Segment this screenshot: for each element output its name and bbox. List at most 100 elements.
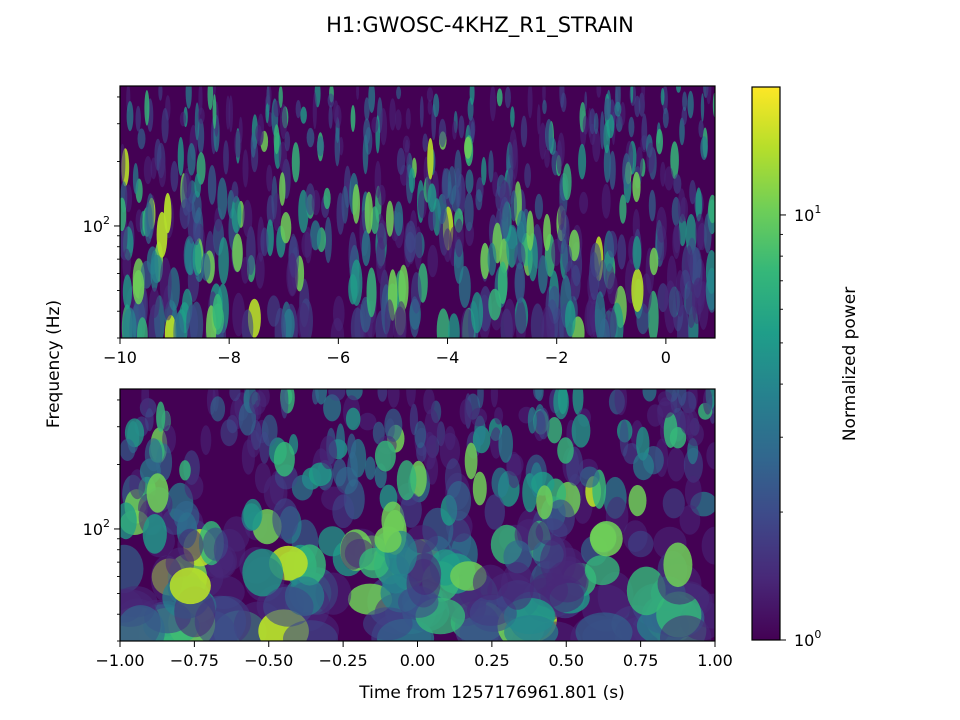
heatmap-tile (374, 526, 402, 553)
heatmap-tile (427, 183, 437, 213)
heatmap-tile (220, 419, 238, 447)
heatmap-tile (488, 150, 494, 183)
heatmap-tile (656, 128, 663, 155)
heatmap-tile (454, 218, 464, 258)
heatmap-tile (200, 425, 212, 455)
heatmap-tile (546, 499, 575, 538)
heatmap-tile (408, 167, 416, 193)
heatmap-tile (424, 408, 440, 445)
heatmap-tile (379, 108, 388, 146)
heatmap-tile (593, 112, 599, 135)
heatmap-tile (266, 195, 275, 227)
heatmap-tile (614, 101, 622, 117)
heatmap-tile (633, 452, 654, 481)
heatmap-tile (291, 142, 300, 183)
heatmap-tile (447, 166, 457, 205)
heatmap-tile (398, 264, 409, 311)
heatmap-tile (464, 136, 472, 159)
heatmap-tile (546, 560, 589, 603)
heatmap-tile (218, 237, 229, 285)
heatmap-tile (405, 108, 411, 130)
colorbar-axis: 100 101 (780, 203, 821, 650)
heatmap-tile (311, 189, 321, 216)
heatmap-tile (124, 184, 133, 213)
heatmap-tile (272, 498, 299, 540)
heatmap-tile (660, 615, 712, 641)
heatmap-tile (452, 120, 457, 140)
heatmap-tile (330, 317, 345, 338)
heatmap-tile (428, 208, 436, 232)
heatmap-tile (143, 156, 153, 185)
heatmap-tile (232, 233, 243, 273)
heatmap-tile (273, 100, 281, 118)
heatmap-tile (191, 191, 202, 224)
heatmap-tile (527, 407, 537, 434)
heatmap-tile (183, 167, 192, 199)
heatmap-tile (557, 437, 574, 464)
heatmap-tile (527, 86, 533, 119)
heatmap-tile (490, 389, 498, 408)
heatmap-tile (524, 163, 531, 189)
heatmap-tile (135, 105, 141, 132)
heatmap-tile (146, 193, 155, 240)
heatmap-tile (150, 157, 157, 180)
heatmap-tile (122, 248, 131, 281)
heatmap-tile (657, 401, 675, 418)
heatmap-tile (120, 143, 126, 183)
heatmap-tile (374, 440, 396, 472)
heatmap-tile (324, 216, 332, 264)
heatmap-tile (446, 481, 472, 521)
heatmap-tile (496, 88, 503, 107)
heatmap-tile (706, 86, 712, 105)
heatmap-tile (212, 94, 217, 129)
x-tick-label: 0.00 (400, 651, 436, 670)
heatmap-tile (464, 442, 478, 480)
heatmap-tile (663, 542, 693, 588)
x-tick-label: −0.25 (319, 651, 368, 670)
x-axis-label: Time from 1257176961.801 (s) (358, 683, 625, 703)
heatmap-tile (229, 389, 241, 402)
heatmap-tile (472, 471, 487, 506)
heatmap-tile (284, 131, 291, 152)
heatmap-tile (584, 555, 620, 586)
heatmap-tile (670, 141, 679, 180)
x-tick-label: −6 (327, 348, 351, 367)
top-panel-frame (119, 85, 716, 339)
heatmap-tile (207, 86, 214, 111)
heatmap-tile (667, 447, 686, 482)
heatmap-tile (601, 183, 611, 219)
x-tick-label: −2 (545, 348, 569, 367)
heatmap-tile (254, 462, 271, 494)
heatmap-tile (632, 235, 642, 271)
heatmap-tile (316, 136, 325, 157)
heatmap-tile (426, 453, 439, 485)
heatmap-tile (705, 270, 715, 311)
heatmap-tile (318, 526, 347, 557)
heatmap-tile (701, 526, 715, 565)
x-tick-label: −0.75 (170, 651, 219, 670)
bottom-y-axis: 102 (83, 399, 120, 642)
heatmap-tile (406, 389, 416, 407)
heatmap-tile (488, 288, 502, 321)
x-tick-label: −1.00 (95, 651, 144, 670)
heatmap-tile (695, 187, 702, 222)
heatmap-tile (179, 460, 191, 481)
heatmap-tile (679, 408, 699, 436)
heatmap-tile (231, 181, 239, 203)
heatmap-tile (376, 237, 386, 285)
heatmap-tile (273, 441, 295, 477)
heatmap-tile (596, 86, 602, 98)
heatmap-tile (291, 474, 314, 501)
heatmap-tile (319, 435, 338, 470)
heatmap-tile (534, 193, 544, 220)
heatmap-tile (158, 157, 167, 188)
heatmap-tile (700, 136, 708, 161)
heatmap-tile (598, 318, 610, 338)
heatmap-tile (628, 116, 635, 138)
heatmap-tile (242, 149, 249, 188)
heatmap-tile (315, 572, 352, 615)
heatmap-tile (443, 228, 453, 263)
heatmap-tile (336, 192, 345, 235)
colorbar-label: Normalized power (840, 287, 860, 441)
